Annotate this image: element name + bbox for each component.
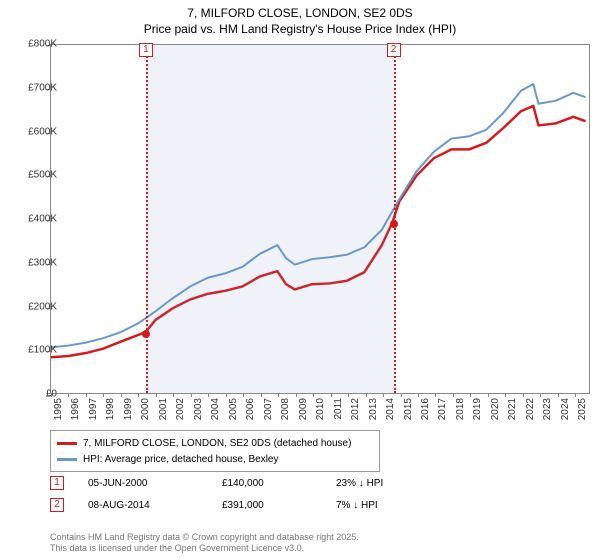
legend-item: HPI: Average price, detached house, Bexl… — [57, 451, 373, 467]
marker-badge: 1 — [139, 43, 153, 57]
marker-dot — [390, 220, 398, 228]
x-tick — [331, 393, 332, 397]
marker-badge: 2 — [387, 43, 401, 57]
x-axis-label: 1999 — [123, 398, 134, 420]
transaction-date: 05-JUN-2000 — [88, 478, 198, 489]
legend-box: 7, MILFORD CLOSE, LONDON, SE2 0DS (detac… — [50, 430, 380, 472]
y-axis-label: £400K — [28, 214, 57, 225]
plot-area: 12 — [50, 44, 590, 394]
x-tick — [278, 393, 279, 397]
x-tick — [435, 393, 436, 397]
x-tick — [208, 393, 209, 397]
transaction-badge: 1 — [50, 476, 64, 490]
y-axis-label: £200K — [28, 301, 57, 312]
x-tick — [313, 393, 314, 397]
legend-swatch — [57, 458, 77, 461]
x-axis-label: 2011 — [333, 398, 344, 420]
x-tick — [523, 393, 524, 397]
transaction-date: 08-AUG-2014 — [88, 500, 198, 511]
x-axis-label: 2003 — [193, 398, 204, 420]
x-axis-label: 2014 — [385, 398, 396, 420]
y-axis-label: £300K — [28, 257, 57, 268]
x-axis-label: 2023 — [542, 398, 553, 420]
x-axis-label: 2019 — [472, 398, 483, 420]
transaction-vs-hpi: 7% ↓ HPI — [336, 500, 378, 511]
legend-swatch — [57, 442, 77, 445]
x-axis-label: 2021 — [507, 398, 518, 420]
x-tick — [261, 393, 262, 397]
transaction-price: £140,000 — [222, 478, 312, 489]
x-axis-label: 1998 — [105, 398, 116, 420]
x-tick — [401, 393, 402, 397]
x-axis-label: 2016 — [420, 398, 431, 420]
x-tick — [348, 393, 349, 397]
x-axis-label: 2000 — [140, 398, 151, 420]
marker-line — [146, 45, 148, 393]
x-axis-label: 2013 — [368, 398, 379, 420]
x-axis-label: 2024 — [560, 398, 571, 420]
x-axis-label: 2007 — [263, 398, 274, 420]
x-axis-label: 2020 — [490, 398, 501, 420]
x-axis-label: 1995 — [53, 398, 64, 420]
x-tick — [575, 393, 576, 397]
marker-dot — [142, 330, 150, 338]
y-axis-label: £800K — [28, 39, 57, 50]
x-axis-label: 2017 — [437, 398, 448, 420]
x-axis-label: 2012 — [350, 398, 361, 420]
x-tick — [86, 393, 87, 397]
x-tick — [68, 393, 69, 397]
x-tick — [383, 393, 384, 397]
x-axis-label: 2008 — [280, 398, 291, 420]
x-axis-label: 2022 — [525, 398, 536, 420]
x-axis-label: 2004 — [210, 398, 221, 420]
x-tick — [366, 393, 367, 397]
x-tick — [488, 393, 489, 397]
chart-title-line2: Price paid vs. HM Land Registry's House … — [0, 22, 600, 38]
x-axis-label: 2010 — [315, 398, 326, 420]
transaction-row: 2 08-AUG-2014 £391,000 7% ↓ HPI — [50, 498, 590, 512]
transaction-vs-hpi: 23% ↓ HPI — [336, 478, 383, 489]
chart-container: 7, MILFORD CLOSE, LONDON, SE2 0DS Price … — [0, 0, 600, 560]
x-tick — [103, 393, 104, 397]
x-tick — [470, 393, 471, 397]
y-axis-label: £700K — [28, 82, 57, 93]
x-axis-label: 2025 — [577, 398, 588, 420]
chart-title-line1: 7, MILFORD CLOSE, LONDON, SE2 0DS — [0, 0, 600, 22]
x-axis-label: 2002 — [175, 398, 186, 420]
x-axis-label: 2006 — [245, 398, 256, 420]
x-axis-label: 2015 — [403, 398, 414, 420]
footer-line-1: Contains HM Land Registry data © Crown c… — [50, 532, 359, 543]
x-tick — [156, 393, 157, 397]
footer-attribution: Contains HM Land Registry data © Crown c… — [50, 532, 359, 555]
x-axis-label: 1997 — [88, 398, 99, 420]
transaction-price: £391,000 — [222, 500, 312, 511]
x-axis-label: 2018 — [455, 398, 466, 420]
x-axis-label: 2009 — [298, 398, 309, 420]
y-axis-label: £600K — [28, 126, 57, 137]
x-tick — [226, 393, 227, 397]
x-tick — [540, 393, 541, 397]
x-tick — [505, 393, 506, 397]
x-tick — [121, 393, 122, 397]
x-tick — [243, 393, 244, 397]
x-axis-label: 1996 — [70, 398, 81, 420]
transaction-badge: 2 — [50, 498, 64, 512]
legend-label: HPI: Average price, detached house, Bexl… — [83, 454, 279, 465]
x-tick — [418, 393, 419, 397]
transaction-row: 1 05-JUN-2000 £140,000 23% ↓ HPI — [50, 476, 590, 490]
x-tick — [558, 393, 559, 397]
footer-line-2: This data is licensed under the Open Gov… — [50, 543, 359, 554]
legend-label: 7, MILFORD CLOSE, LONDON, SE2 0DS (detac… — [83, 438, 351, 449]
legend-item: 7, MILFORD CLOSE, LONDON, SE2 0DS (detac… — [57, 435, 373, 451]
x-tick — [453, 393, 454, 397]
x-tick — [296, 393, 297, 397]
x-axis-label: 2001 — [158, 398, 169, 420]
x-tick — [138, 393, 139, 397]
x-axis-label: 2005 — [228, 398, 239, 420]
x-tick — [173, 393, 174, 397]
transaction-shade-band — [146, 45, 394, 393]
y-axis-label: £500K — [28, 170, 57, 181]
x-tick — [191, 393, 192, 397]
y-axis-label: £100K — [28, 345, 57, 356]
